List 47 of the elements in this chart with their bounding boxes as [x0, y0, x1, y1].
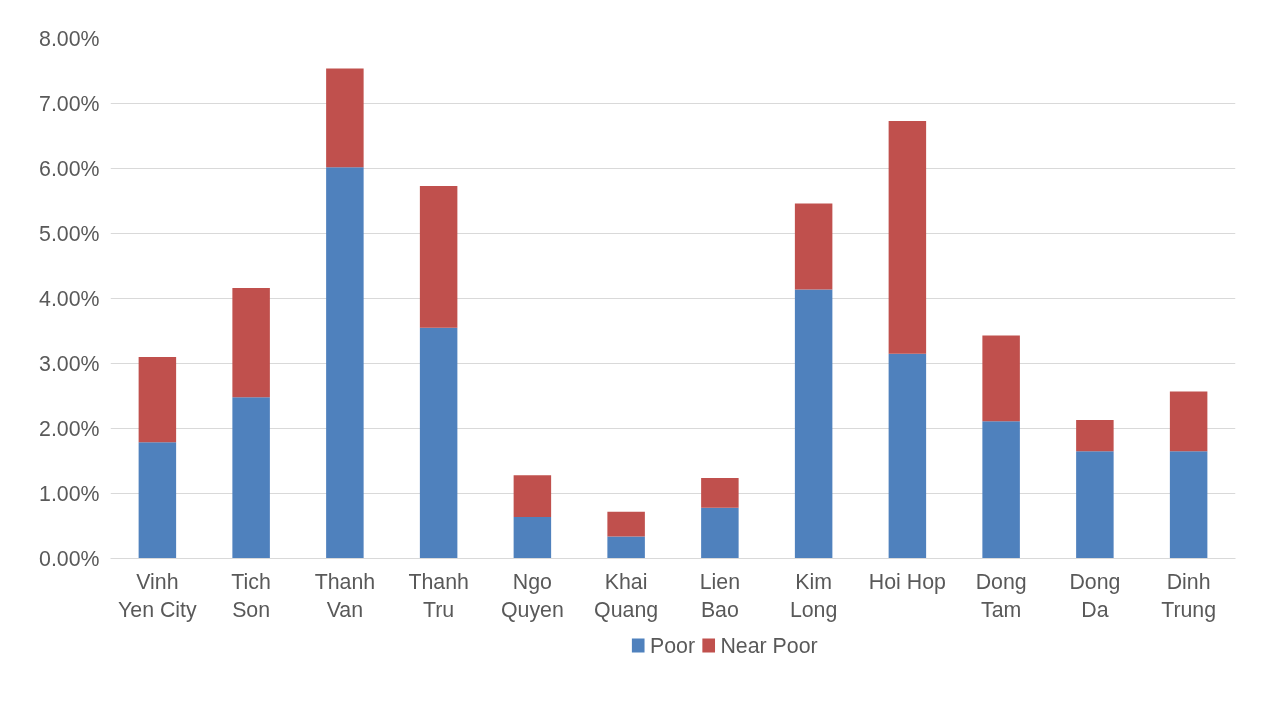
x-tick-label: Lien Bao [699, 569, 741, 623]
x-tick-label: Vinh Yen City [118, 569, 198, 623]
bar [794, 203, 833, 290]
x-tick-label: Dong Tam [975, 569, 1027, 623]
bar [138, 357, 177, 443]
x-tick-label: Khai Quang [594, 569, 659, 623]
x-tick-label: Dinh Trung [1161, 569, 1217, 623]
x-tick-label: Tich Son [231, 569, 271, 623]
bar [888, 121, 927, 354]
bar [607, 536, 645, 559]
legend-label: Near Poor [720, 633, 818, 658]
bar [794, 289, 833, 559]
bar [1076, 420, 1114, 452]
bar [513, 475, 552, 517]
y-tick-label: 6.00% [39, 156, 100, 181]
bar [1169, 391, 1208, 452]
x-tick-label: Ngo Quyen [500, 569, 564, 623]
bar [419, 327, 458, 559]
bar [982, 335, 1020, 422]
bar [326, 167, 364, 559]
bar [701, 477, 739, 508]
bar [513, 516, 552, 559]
y-tick-label: 5.00% [39, 221, 100, 246]
legend-label: Poor [649, 633, 696, 658]
bar [232, 288, 270, 398]
x-tick-label: Dong Da [1069, 569, 1121, 623]
y-tick-label: 0.00% [39, 546, 100, 571]
bar [888, 353, 927, 559]
x-tick-label: Hoi Hop [868, 569, 946, 594]
y-tick-label: 2.00% [39, 416, 100, 441]
bar [607, 511, 645, 537]
y-tick-label: 1.00% [39, 481, 100, 506]
bar [232, 397, 270, 559]
y-tick-label: 3.00% [39, 351, 100, 376]
bar [326, 68, 364, 168]
bar [419, 186, 458, 328]
y-tick-label: 8.00% [39, 26, 100, 51]
y-tick-label: 7.00% [39, 91, 100, 116]
bar [701, 507, 739, 559]
x-tick-label: Thanh Tru [408, 569, 469, 623]
bar [982, 421, 1020, 559]
x-tick-label: Kim Long [789, 569, 838, 623]
bar [1169, 451, 1208, 559]
bar [138, 442, 177, 559]
bar [1076, 451, 1114, 559]
y-tick-label: 4.00% [39, 286, 100, 311]
x-tick-label: Thanh Van [314, 569, 376, 623]
